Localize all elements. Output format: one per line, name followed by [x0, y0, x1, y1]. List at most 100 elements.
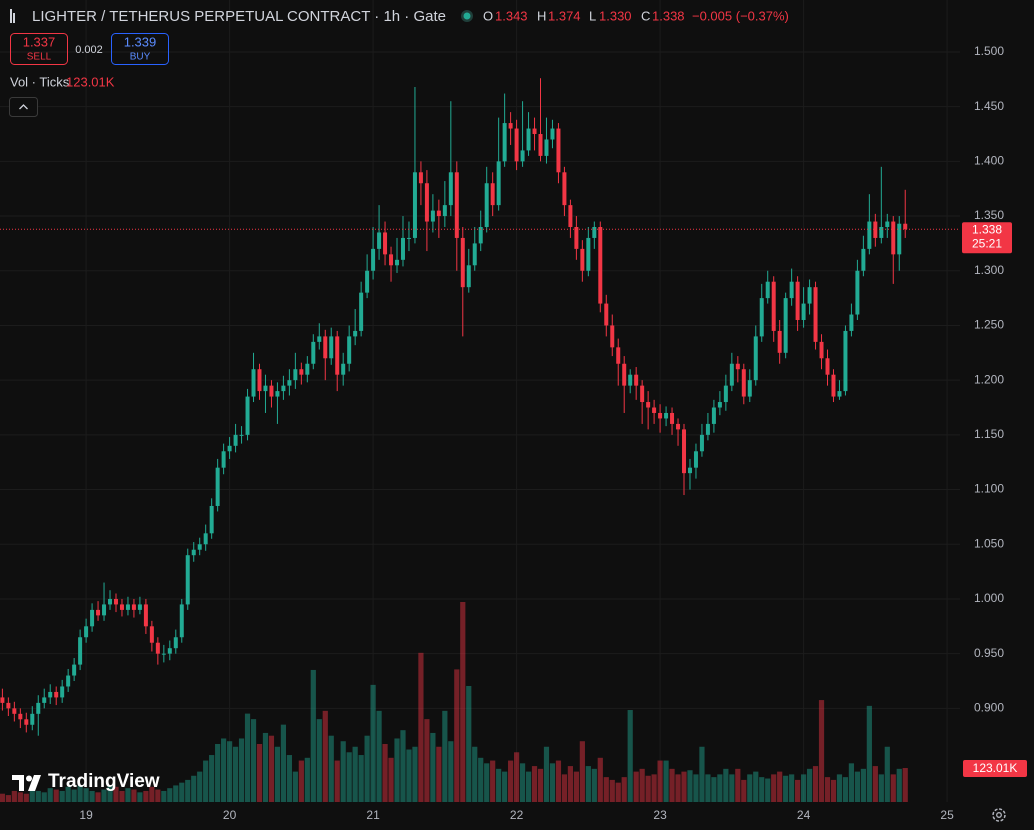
sell-price[interactable]: 1.337	[23, 34, 56, 49]
volume-bar	[699, 746, 705, 802]
candle-body	[652, 407, 657, 413]
volume-bar	[735, 768, 741, 802]
x-tick-label: 19	[79, 808, 93, 822]
gear-outer[interactable]	[992, 808, 1006, 822]
x-tick-label: 24	[797, 808, 811, 822]
logo-dot	[26, 775, 32, 782]
candle-body	[729, 363, 734, 386]
candle-body	[490, 183, 495, 206]
buy-button[interactable]: 1.339 BUY	[111, 33, 169, 65]
settings-button[interactable]	[992, 808, 1006, 822]
candle-body	[215, 467, 220, 506]
volume-bar	[59, 790, 65, 802]
candle-body	[783, 298, 788, 353]
volume-bar	[496, 768, 502, 802]
volume-bar	[531, 766, 538, 802]
volume-bar	[11, 790, 17, 802]
volume-bar	[591, 768, 597, 802]
candle-body	[670, 412, 675, 424]
volume-bar	[304, 757, 310, 802]
candle-body	[412, 172, 417, 238]
volume-bar	[173, 785, 179, 802]
last-price-box	[962, 222, 1012, 254]
candle-body	[245, 396, 250, 435]
volume-bar	[280, 724, 287, 802]
volume-bar	[53, 789, 59, 802]
candle-body	[634, 374, 639, 386]
candle-body	[867, 221, 872, 249]
candle-body	[879, 227, 884, 238]
volume-bar	[472, 746, 478, 802]
candle-body	[466, 265, 471, 288]
volume-bar	[615, 782, 621, 802]
volume-bar	[167, 788, 173, 802]
candle-body	[305, 363, 310, 375]
grid	[0, 0, 960, 802]
volume-bar	[334, 760, 340, 802]
sell-button[interactable]: 1.337 SELL	[10, 33, 68, 65]
volume-bar	[292, 771, 298, 802]
candle-body	[173, 637, 178, 649]
symbol-title[interactable]: LIGHTER / TETHERUS PERPETUAL CONTRACT · …	[32, 8, 446, 25]
logo-mark	[12, 775, 24, 791]
candle-body	[329, 336, 334, 359]
candle-body	[747, 380, 752, 397]
candle-body	[646, 402, 651, 408]
candle-body	[616, 347, 621, 364]
candle-body	[676, 423, 681, 430]
candle-body	[0, 697, 5, 703]
candles	[0, 78, 908, 736]
candle-body	[526, 128, 531, 151]
volume-bar	[639, 768, 645, 802]
symbol-icon	[10, 9, 15, 23]
gear-inner[interactable]	[996, 812, 1002, 818]
candle-body	[640, 385, 645, 403]
candle-body	[604, 303, 609, 326]
volume-bar	[137, 792, 143, 802]
volume-bar	[747, 774, 753, 802]
volume-bar	[155, 789, 161, 802]
volume-bar	[579, 741, 585, 802]
candle-body	[813, 287, 818, 342]
legend-value: 1.338	[652, 8, 685, 23]
indicator-name[interactable]: Vol · Ticks	[10, 74, 70, 89]
volume-bar	[585, 766, 591, 802]
collapse-button[interactable]	[9, 97, 38, 117]
volume-bar	[669, 768, 675, 802]
candle-body	[682, 429, 687, 474]
candle-body	[658, 412, 663, 419]
x-tick-label: 23	[653, 808, 667, 822]
volume-bar	[95, 792, 101, 802]
candle-body	[149, 626, 154, 643]
volume-bar	[675, 774, 681, 802]
candle-body	[281, 385, 286, 392]
candle-body	[323, 336, 328, 359]
candle-body	[30, 713, 35, 725]
candle-body	[371, 248, 376, 271]
sell-box[interactable]	[10, 33, 68, 65]
volume-bar	[143, 790, 149, 802]
volume-bar	[388, 757, 394, 802]
buy-box[interactable]	[111, 33, 169, 65]
x-tick-label: 20	[223, 808, 237, 822]
volume-bar	[101, 789, 107, 802]
volume-bars	[0, 602, 908, 802]
volume-bar	[340, 741, 346, 802]
collapse-box[interactable]	[9, 97, 38, 117]
buy-price[interactable]: 1.339	[124, 34, 157, 49]
candle-body	[448, 172, 453, 206]
change: −0.005 (−0.37%)	[692, 8, 789, 23]
buy-label[interactable]: BUY	[130, 52, 151, 63]
candle-body	[365, 270, 370, 293]
volume-bar	[250, 719, 257, 802]
candle-body	[24, 719, 29, 725]
candle-body	[568, 205, 573, 228]
y-tick-label: 1.350	[974, 208, 1004, 222]
candle-body	[478, 227, 483, 244]
sell-label[interactable]: SELL	[27, 52, 52, 63]
volume-bar	[83, 788, 89, 802]
volume-bar	[89, 790, 95, 802]
volume-bar	[364, 735, 370, 802]
volume-value-box	[963, 760, 1027, 778]
volume-bar	[466, 685, 472, 802]
